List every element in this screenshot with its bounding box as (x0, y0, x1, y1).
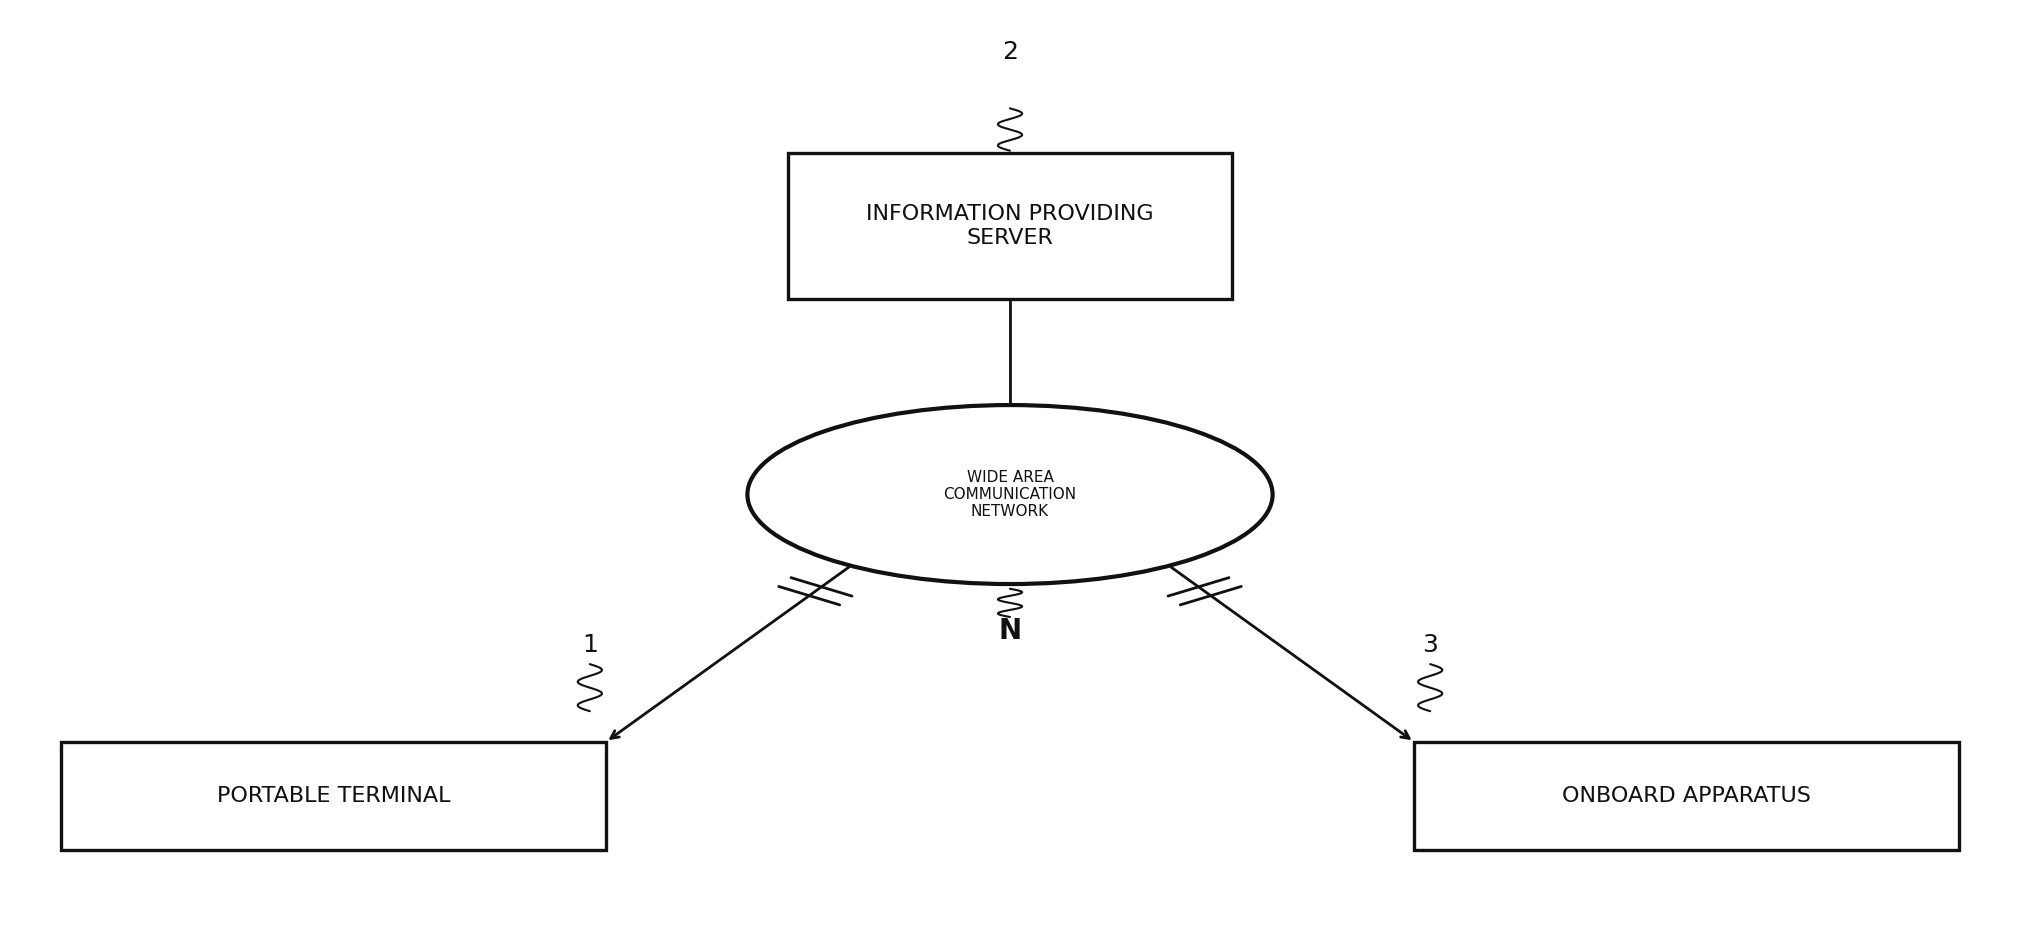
Text: PORTABLE TERMINAL: PORTABLE TERMINAL (216, 786, 450, 806)
Text: WIDE AREA
COMMUNICATION
NETWORK: WIDE AREA COMMUNICATION NETWORK (943, 470, 1077, 519)
FancyBboxPatch shape (1414, 742, 1959, 850)
Text: ONBOARD APPARATUS: ONBOARD APPARATUS (1561, 786, 1812, 806)
Text: 2: 2 (1002, 40, 1018, 64)
Text: N: N (998, 617, 1022, 645)
Text: 3: 3 (1422, 633, 1438, 658)
Text: 1: 1 (582, 633, 598, 658)
Text: INFORMATION PROVIDING
SERVER: INFORMATION PROVIDING SERVER (867, 204, 1153, 248)
Ellipse shape (747, 405, 1273, 584)
FancyBboxPatch shape (61, 742, 606, 850)
FancyBboxPatch shape (788, 153, 1232, 300)
